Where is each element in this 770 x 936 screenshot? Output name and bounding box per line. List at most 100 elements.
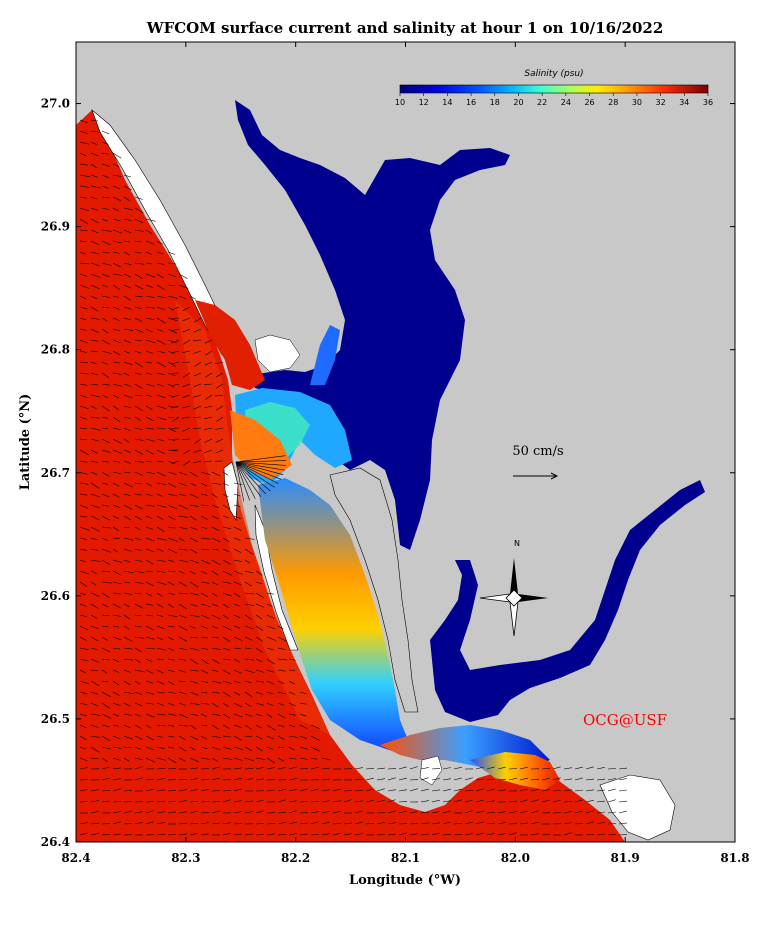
current-vector xyxy=(321,821,330,825)
current-vector xyxy=(607,823,617,825)
current-vector xyxy=(101,669,108,674)
current-vector xyxy=(134,394,143,397)
current-vector xyxy=(222,790,232,792)
colorbar: Salinity (psu) 10 12 14 16 18 20 22 24 26 28 30 32 3… xyxy=(395,69,713,107)
current-vector xyxy=(211,724,219,730)
current-vector xyxy=(233,680,241,684)
current-vector xyxy=(90,526,100,532)
current-vector xyxy=(332,811,341,814)
current-vector xyxy=(233,636,243,641)
current-vector xyxy=(464,810,473,814)
current-vector xyxy=(156,822,165,825)
current-vector-field xyxy=(79,119,628,836)
current-vector xyxy=(123,328,134,331)
current-vector xyxy=(178,537,185,542)
current-vector xyxy=(123,658,134,661)
current-vector xyxy=(189,570,196,575)
current-vector xyxy=(79,746,87,750)
current-vector xyxy=(420,767,429,770)
current-vector xyxy=(134,240,142,243)
current-vector xyxy=(222,669,231,675)
current-vector xyxy=(233,800,242,803)
current-vector xyxy=(222,735,231,738)
current-vector xyxy=(192,427,202,429)
current-vector xyxy=(574,810,583,814)
current-vector xyxy=(112,592,121,595)
current-vector xyxy=(167,361,176,367)
current-vector xyxy=(222,581,232,584)
current-vector xyxy=(134,724,142,729)
current-vector xyxy=(189,636,199,639)
current-vector xyxy=(112,746,122,749)
current-vector xyxy=(123,526,131,529)
current-vector xyxy=(288,833,297,836)
current-vector xyxy=(101,438,110,444)
current-vector xyxy=(541,799,550,803)
current-vector xyxy=(189,581,199,588)
current-vector xyxy=(343,822,352,825)
current-vector xyxy=(101,273,110,277)
x-axis: 82.4 82.3 82.2 82.1 82.0 81.9 81.8 xyxy=(61,42,750,865)
current-vector xyxy=(90,537,98,541)
current-vector xyxy=(288,757,297,760)
current-vector xyxy=(101,636,109,641)
current-vector xyxy=(90,713,101,716)
current-vector xyxy=(200,471,211,476)
current-vector xyxy=(123,746,133,749)
current-vector xyxy=(145,757,156,763)
current-vector xyxy=(235,455,286,463)
current-vector xyxy=(178,284,189,289)
current-vector xyxy=(189,833,198,836)
current-vector xyxy=(552,777,561,781)
x-axis-label: Longitude (°W) xyxy=(349,873,461,888)
current-vector xyxy=(123,548,132,552)
colorbar-tick-label: 34 xyxy=(679,98,689,107)
current-vector xyxy=(398,810,407,814)
current-vector xyxy=(156,449,165,454)
current-vector xyxy=(200,647,209,650)
current-vector xyxy=(420,833,429,836)
current-vector xyxy=(486,800,495,803)
current-vector xyxy=(101,482,109,485)
current-vector xyxy=(79,449,89,456)
current-vector xyxy=(215,438,224,443)
current-vector xyxy=(431,768,441,770)
current-vector xyxy=(552,766,561,770)
current-vector xyxy=(145,669,154,674)
current-vector xyxy=(134,427,143,431)
current-vector xyxy=(167,548,178,554)
current-vector xyxy=(189,669,199,672)
current-vector xyxy=(189,592,200,596)
current-vector xyxy=(204,416,213,420)
current-vector xyxy=(123,295,131,301)
current-vector xyxy=(255,636,264,642)
current-vector xyxy=(442,810,451,814)
current-vector xyxy=(156,515,164,520)
current-vector xyxy=(167,746,175,749)
current-vector xyxy=(134,669,145,673)
current-vector xyxy=(167,658,175,661)
current-vector xyxy=(123,801,133,803)
current-vector xyxy=(255,680,264,683)
current-vector xyxy=(192,339,202,341)
current-vector xyxy=(112,251,121,254)
current-vector xyxy=(464,799,473,803)
current-vector xyxy=(211,735,222,738)
current-vector xyxy=(123,691,134,695)
current-vector xyxy=(156,416,167,421)
current-vector xyxy=(79,592,86,596)
current-vector xyxy=(170,438,180,440)
current-vector xyxy=(101,130,110,135)
current-vector xyxy=(145,372,153,375)
current-vector xyxy=(167,383,175,388)
current-vector xyxy=(79,218,89,225)
colorbar-tick-label: 28 xyxy=(608,98,618,107)
current-vector xyxy=(475,832,484,836)
current-vector xyxy=(244,811,253,814)
current-vector xyxy=(178,647,188,651)
current-vector xyxy=(235,461,285,471)
current-vector xyxy=(376,834,386,836)
current-vector xyxy=(189,625,196,629)
current-vector xyxy=(145,229,153,234)
current-vector xyxy=(167,317,178,322)
